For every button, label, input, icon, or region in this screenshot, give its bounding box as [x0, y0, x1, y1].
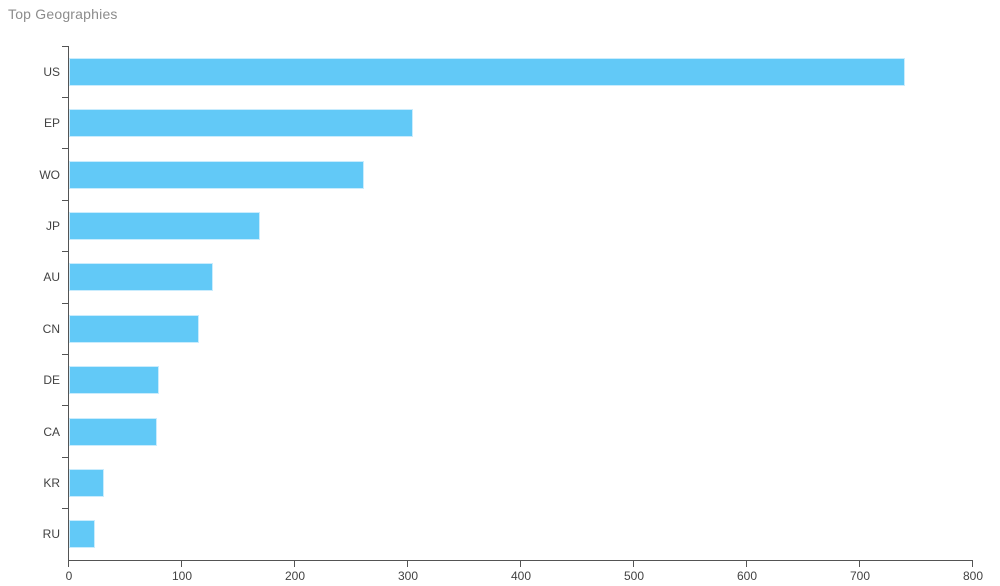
y-tick-label-ca: CA	[43, 424, 60, 439]
bar-au[interactable]	[69, 263, 213, 292]
x-tick-label-800: 800	[962, 569, 984, 583]
y-axis-tick	[62, 508, 68, 510]
y-axis-tick	[62, 148, 68, 150]
chart-title: Top Geographies	[8, 6, 118, 22]
y-axis-tick	[62, 405, 68, 407]
x-tick-label-400: 400	[510, 569, 532, 583]
y-tick-label-kr: KR	[43, 475, 60, 490]
bar-us[interactable]	[69, 57, 905, 86]
y-axis-tick	[62, 45, 68, 47]
y-tick-label-au: AU	[43, 270, 60, 285]
x-tick-label-100: 100	[171, 569, 193, 583]
bar-jp[interactable]	[69, 211, 260, 240]
x-axis-tick	[859, 561, 860, 567]
bar-de[interactable]	[69, 366, 159, 395]
bar-ep[interactable]	[69, 109, 413, 138]
y-tick-label-de: DE	[43, 373, 60, 388]
x-axis-tick	[972, 561, 973, 567]
y-axis-tick	[62, 251, 68, 253]
x-axis-tick	[746, 561, 747, 567]
x-tick-label-700: 700	[849, 569, 871, 583]
y-tick-label-cn: CN	[42, 321, 60, 336]
plot-area: US EP WO JP AU CN DE CA KR RU 0 100 200 300 400 500 600 7…	[39, 45, 983, 583]
x-tick-label-500: 500	[623, 569, 645, 583]
y-tick-label-wo: WO	[39, 167, 60, 182]
y-tick-label-jp: JP	[45, 218, 60, 233]
x-axis-tick	[294, 561, 295, 567]
y-axis-tick	[62, 96, 68, 98]
bar-ca[interactable]	[69, 417, 157, 446]
x-tick-label-0: 0	[65, 569, 73, 583]
x-tick-label-600: 600	[736, 569, 758, 583]
x-tick-label-200: 200	[284, 569, 306, 583]
y-tick-label-us: US	[43, 64, 60, 79]
x-axis-tick	[407, 561, 408, 567]
y-tick-label-ep: EP	[43, 116, 60, 131]
bar-ru[interactable]	[69, 520, 95, 549]
x-axis-tick	[520, 561, 521, 567]
bar-kr[interactable]	[69, 468, 104, 497]
y-axis-tick	[62, 353, 68, 355]
y-axis-tick	[62, 199, 68, 201]
bar-wo[interactable]	[69, 160, 364, 189]
x-axis-tick	[633, 561, 634, 567]
y-axis-tick	[62, 302, 68, 304]
x-axis-tick	[181, 561, 182, 567]
x-tick-label-300: 300	[397, 569, 419, 583]
y-tick-label-ru: RU	[42, 527, 60, 542]
y-axis-tick	[62, 456, 68, 458]
bar-cn[interactable]	[69, 314, 199, 343]
x-axis-tick	[68, 561, 69, 567]
